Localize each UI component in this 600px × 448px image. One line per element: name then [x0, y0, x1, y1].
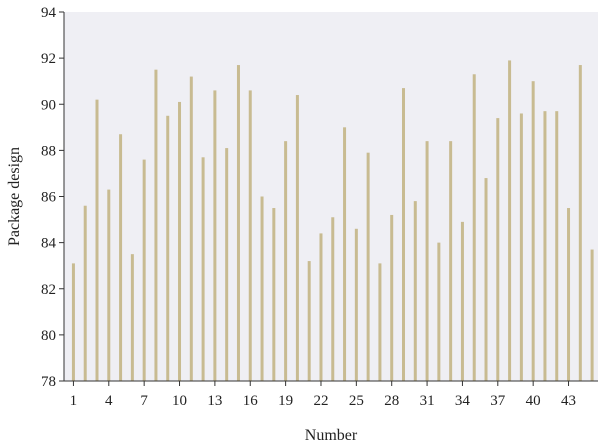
bar [567, 208, 571, 381]
bar [484, 178, 488, 381]
bar [201, 157, 205, 381]
bar [107, 189, 111, 381]
bar [555, 111, 559, 381]
bar [71, 263, 75, 381]
bar [413, 201, 417, 381]
bar [225, 148, 229, 381]
y-tick-label: 90 [41, 97, 56, 113]
bar [508, 60, 512, 382]
bar [472, 74, 476, 382]
bar [460, 221, 464, 381]
y-tick-label: 86 [41, 190, 57, 206]
x-tick-label: 7 [140, 393, 148, 409]
y-tick-label: 78 [41, 374, 56, 390]
bar [401, 88, 405, 381]
x-tick-label: 1 [70, 393, 78, 409]
bar [213, 90, 217, 381]
bar [272, 208, 276, 381]
bar [578, 65, 582, 381]
bar [178, 101, 182, 381]
bar [130, 254, 134, 381]
x-tick-label: 16 [243, 393, 259, 409]
bar [189, 76, 193, 381]
bar [95, 99, 99, 381]
x-axis-title: Number [305, 427, 358, 444]
x-tick-label: 4 [105, 393, 113, 409]
y-tick-label: 84 [41, 236, 57, 252]
bar [590, 249, 594, 381]
bar [378, 263, 382, 381]
x-tick-label: 25 [349, 393, 364, 409]
y-tick-label: 92 [41, 51, 56, 67]
x-tick-label: 31 [420, 393, 435, 409]
bar [425, 141, 429, 381]
bar [319, 233, 323, 381]
x-axis: 1 4 7 10 13 16 19 22 25 28 31 34 37 40 43 [64, 380, 598, 409]
bar [331, 217, 335, 381]
bar [83, 205, 87, 381]
y-tick-label: 88 [41, 143, 56, 159]
x-tick-label: 13 [207, 393, 222, 409]
x-tick-label: 37 [490, 393, 506, 409]
y-tick-label: 80 [41, 328, 56, 344]
bar [496, 118, 500, 382]
x-tick-label: 22 [313, 393, 328, 409]
bar [284, 141, 288, 381]
bar [390, 214, 394, 381]
bar [449, 141, 453, 381]
x-tick-label: 40 [526, 393, 541, 409]
bar [343, 127, 347, 381]
bar [437, 242, 441, 381]
bar [307, 261, 311, 381]
x-tick-label: 28 [384, 393, 399, 409]
y-tick-label: 94 [41, 5, 57, 21]
x-tick-label: 34 [455, 393, 471, 409]
bar [543, 111, 547, 381]
y-axis-title: Package design [6, 147, 23, 246]
bar [531, 81, 535, 381]
bar [166, 115, 170, 381]
x-tick-label: 43 [561, 393, 576, 409]
y-axis: 78 80 82 84 86 88 90 92 94 [41, 5, 65, 390]
bar [354, 228, 358, 381]
bar [519, 113, 523, 381]
bar [236, 65, 240, 381]
bar [248, 90, 252, 381]
bar [119, 134, 123, 381]
bar [154, 69, 158, 381]
y-tick-label: 82 [41, 282, 56, 298]
bar [295, 95, 299, 382]
x-tick-label: 10 [172, 393, 187, 409]
bars-group [71, 60, 594, 382]
bar [142, 159, 146, 381]
bar [366, 152, 370, 381]
bar [260, 196, 264, 381]
x-tick-label: 19 [278, 393, 293, 409]
